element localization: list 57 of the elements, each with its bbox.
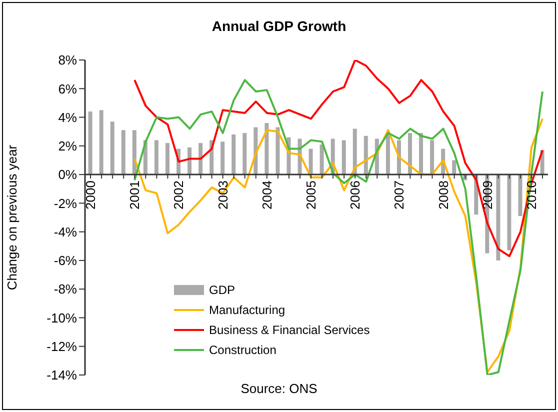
- bar: [518, 174, 522, 216]
- bar: [419, 133, 424, 175]
- bar: [408, 133, 412, 175]
- y-tick-label: 8%: [58, 52, 78, 68]
- y-tick-label: -14%: [46, 368, 78, 383]
- x-tick-label: 2004: [259, 180, 274, 210]
- y-tick-label: -4%: [54, 224, 78, 240]
- bar: [132, 130, 136, 175]
- y-tick-label: -6%: [54, 253, 78, 268]
- bar: [342, 140, 346, 175]
- y-tick-label: 0%: [58, 167, 78, 182]
- x-tick-label: 2003: [215, 180, 230, 210]
- bar: [352, 128, 357, 175]
- x-tick-label: 2001: [127, 180, 142, 210]
- bar: [386, 134, 390, 175]
- bar: [198, 143, 203, 175]
- x-tick-label: 2007: [392, 180, 407, 210]
- bar: [320, 144, 324, 175]
- bar: [507, 174, 512, 250]
- y-axis-title: Change on previous year: [4, 144, 20, 290]
- x-tick-label: 2010: [524, 180, 539, 210]
- x-tick-label: 2009: [480, 180, 495, 210]
- bar: [99, 110, 104, 175]
- bar: [364, 136, 368, 175]
- y-tick-label: -2%: [54, 196, 78, 211]
- bar: [110, 122, 114, 175]
- bar: [452, 160, 456, 175]
- bar: [264, 123, 269, 175]
- y-tick-label: 2%: [58, 138, 78, 154]
- legend-label: Manufacturing: [209, 302, 286, 319]
- y-tick-label: -10%: [46, 310, 78, 326]
- bar: [88, 112, 92, 175]
- bar: [430, 140, 434, 175]
- y-tick-label: -12%: [46, 338, 78, 354]
- bar: [496, 174, 500, 260]
- bar: [165, 143, 170, 175]
- bar: [121, 130, 126, 175]
- x-tick-label: 2008: [436, 180, 451, 210]
- y-tick-label: -8%: [54, 282, 78, 297]
- bar: [220, 142, 225, 175]
- x-tick-label: 2002: [171, 180, 186, 210]
- chart-title: Annual GDP Growth: [210, 18, 348, 34]
- legend-label: Construction: [209, 342, 276, 359]
- x-tick-label: 2005: [303, 180, 318, 210]
- source-note: Source: ONS: [240, 381, 318, 396]
- y-tick-label: 4%: [58, 110, 78, 125]
- bar: [188, 147, 192, 175]
- bar: [232, 134, 236, 175]
- legend-label: Business & Financial Services: [209, 322, 370, 339]
- x-tick-label: 2006: [348, 180, 363, 210]
- y-tick-label: 6%: [58, 81, 78, 96]
- legend-label: GDP: [209, 282, 236, 299]
- bar: [154, 140, 158, 175]
- bar: [242, 133, 247, 175]
- x-tick-label: 2000: [83, 180, 98, 210]
- bar: [276, 127, 280, 175]
- bar: [308, 148, 313, 175]
